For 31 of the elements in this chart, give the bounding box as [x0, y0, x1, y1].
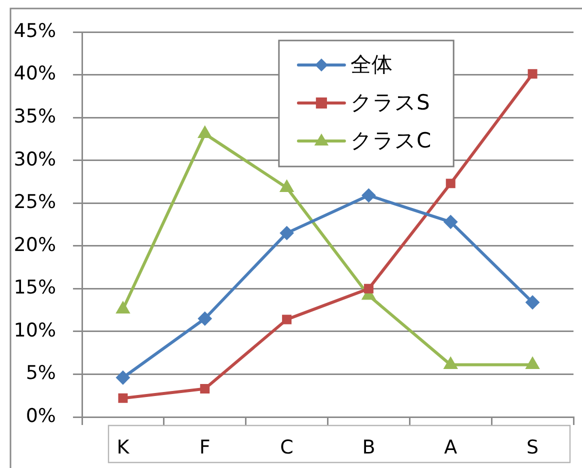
- point: [282, 314, 292, 324]
- point: [280, 226, 294, 240]
- y-tick-label: 35%: [14, 105, 56, 128]
- point: [362, 188, 376, 202]
- legend-label: 全体: [350, 52, 392, 76]
- point: [528, 69, 538, 79]
- point: [526, 295, 540, 310]
- point: [364, 284, 374, 294]
- x-tick-label: B: [362, 436, 376, 458]
- y-tick-label: 40%: [14, 62, 56, 85]
- point: [198, 312, 212, 326]
- legend-label: クラスS: [350, 90, 430, 114]
- y-tick-label: 25%: [14, 191, 56, 214]
- point: [444, 214, 458, 229]
- y-tick-label: 20%: [14, 234, 56, 256]
- point: [116, 370, 130, 385]
- x-tick-label: C: [280, 436, 294, 458]
- y-tick-label: 30%: [14, 148, 56, 170]
- point: [446, 178, 456, 188]
- y-tick-label: 15%: [14, 276, 56, 299]
- x-tick-label: F: [199, 436, 210, 458]
- y-tick-label: 45%: [14, 20, 56, 42]
- point: [200, 384, 210, 394]
- x-tick-label: K: [116, 436, 130, 458]
- y-tick-label: 0%: [26, 404, 56, 427]
- y-tick-label: 5%: [26, 362, 56, 384]
- x-tick-label: S: [526, 436, 539, 458]
- x-tick-label: A: [444, 436, 458, 458]
- legend-label: クラスC: [350, 128, 432, 152]
- y-tick-label: 10%: [14, 319, 56, 342]
- point: [118, 393, 128, 403]
